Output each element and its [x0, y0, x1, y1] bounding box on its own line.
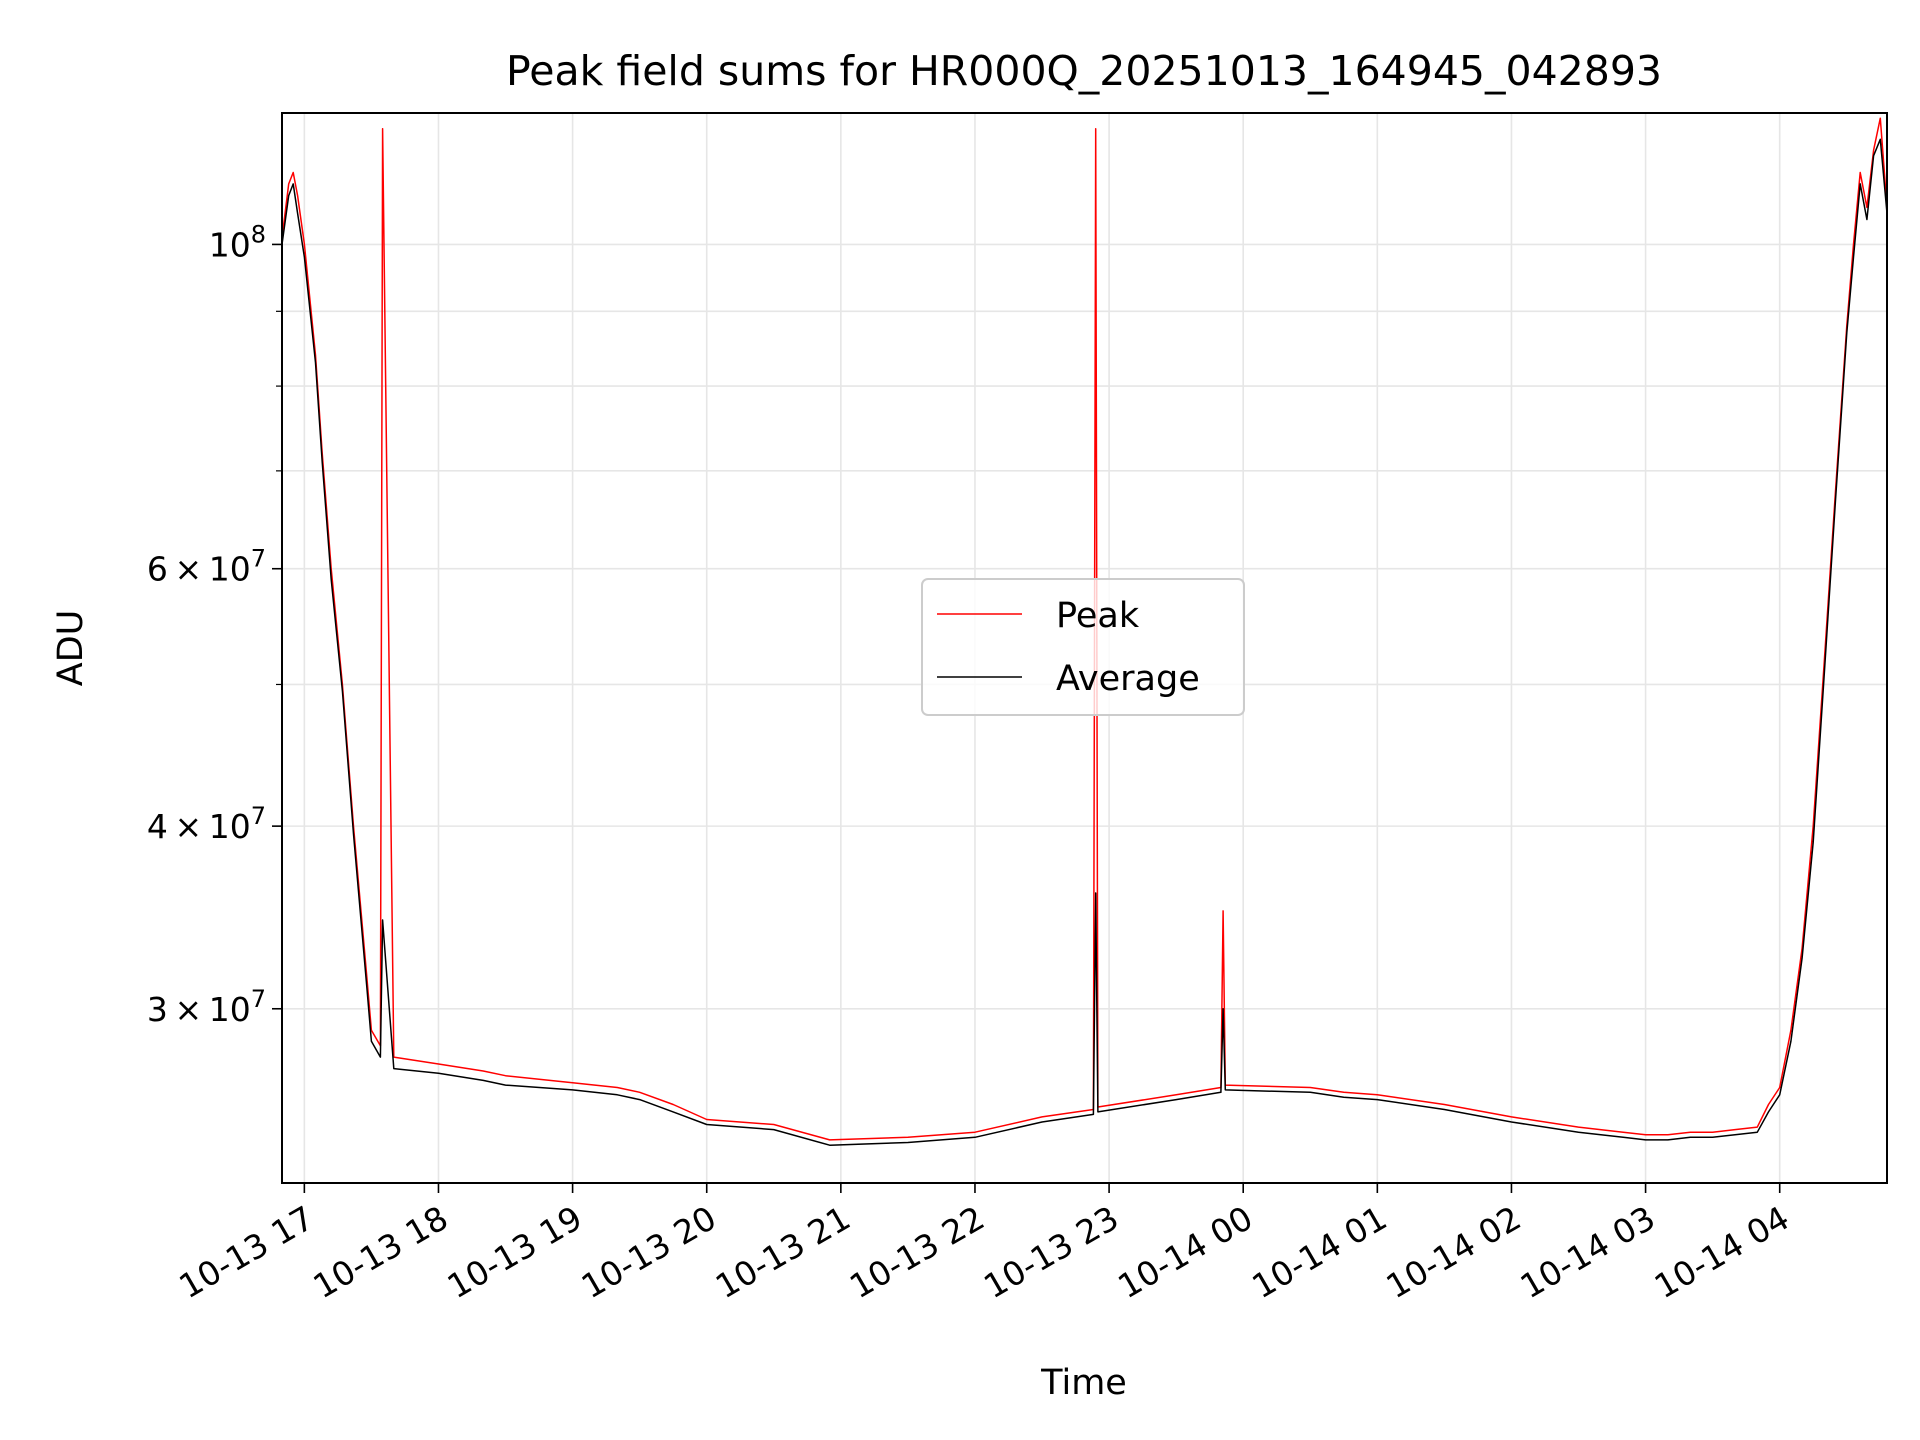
y-tick-label: 4 × 107: [147, 802, 266, 846]
legend: Peak Average: [921, 578, 1245, 716]
grid: [282, 113, 1887, 1183]
legend-label-average: Average: [1056, 659, 1200, 699]
y-axis-label: ADU: [51, 610, 91, 687]
legend-box: [921, 578, 1245, 716]
series-layer: [281, 117, 1888, 1146]
y-tick-label: 6 × 107: [147, 545, 266, 589]
y-tick-label: 108: [209, 220, 266, 264]
series-line-average: [281, 138, 1888, 1146]
y-axis: 108 6 × 107 4 × 107 3 × 107: [147, 220, 282, 1029]
y-tick-label: 3 × 107: [147, 985, 266, 1029]
x-axis-label: Time: [1040, 1363, 1127, 1403]
series-line-peak: [281, 117, 1888, 1141]
legend-label-peak: Peak: [1056, 596, 1140, 636]
chart-title: Peak field sums for HR000Q_20251013_1649…: [506, 47, 1662, 95]
plot-frame: [281, 112, 1888, 1184]
